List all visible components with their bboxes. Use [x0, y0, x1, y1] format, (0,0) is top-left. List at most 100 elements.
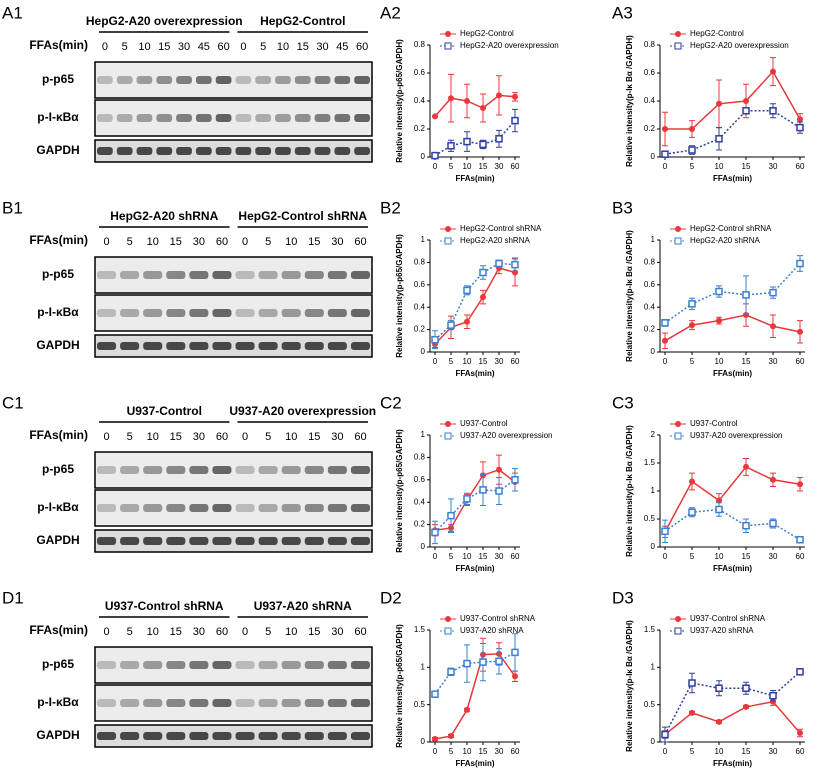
- lane-label: 10: [147, 236, 159, 248]
- band: [212, 309, 232, 317]
- lane-label: 0: [242, 236, 248, 248]
- band: [166, 504, 186, 512]
- band: [294, 76, 311, 84]
- band: [258, 271, 278, 279]
- x-tick-label: 60: [796, 357, 805, 366]
- group-label: HepG2-Control: [260, 14, 345, 28]
- series-line: [664, 263, 801, 324]
- lane-label: 30: [193, 626, 205, 638]
- series-line: [434, 267, 516, 345]
- panel-label: D2: [380, 588, 402, 607]
- band: [189, 271, 209, 279]
- legend-marker: [675, 616, 681, 622]
- lane-label: 45: [336, 41, 348, 53]
- x-tick-label: 10: [715, 162, 724, 171]
- lane-label: 0: [103, 236, 109, 248]
- row-label: GAPDH: [36, 143, 79, 157]
- marker: [432, 736, 438, 743]
- band: [120, 466, 140, 474]
- band: [327, 309, 347, 317]
- band: [275, 76, 291, 84]
- band: [294, 147, 311, 155]
- row-label: GAPDH: [36, 338, 79, 352]
- lane-label: 15: [170, 626, 182, 638]
- series-line: [434, 653, 516, 740]
- band: [350, 342, 370, 350]
- marker: [431, 151, 439, 160]
- legend-label: HepG2-A20 shRNA: [690, 236, 760, 245]
- x-tick-label: 60: [511, 747, 520, 756]
- x-tick-label: 5: [690, 747, 695, 756]
- lane-label: 0: [242, 626, 248, 638]
- band: [235, 271, 255, 279]
- band: [304, 342, 324, 350]
- band: [294, 114, 311, 122]
- lane-label: 5: [260, 41, 266, 53]
- band: [350, 466, 370, 474]
- marker: [496, 92, 502, 99]
- legend-label: HepG2-Control: [690, 29, 744, 38]
- lane-label: 15: [170, 236, 182, 248]
- legend-label: U937-A20 overexpression: [690, 431, 783, 440]
- legend-label: U937-Control shRNA: [460, 614, 536, 623]
- band: [120, 732, 140, 740]
- group-label: U937-A20 overexpression: [229, 404, 376, 418]
- band: [350, 271, 370, 279]
- x-tick-label: 10: [463, 552, 472, 561]
- band: [350, 504, 370, 512]
- band: [143, 342, 163, 350]
- band: [195, 76, 212, 84]
- band: [304, 271, 324, 279]
- band: [327, 466, 347, 474]
- band: [97, 466, 117, 474]
- x-tick-label: 0: [433, 162, 438, 171]
- marker: [797, 116, 803, 123]
- band: [215, 114, 232, 122]
- band: [143, 309, 163, 317]
- lane-label: 60: [216, 626, 228, 638]
- marker: [479, 140, 487, 149]
- band: [304, 309, 324, 317]
- band: [350, 309, 370, 317]
- marker: [688, 146, 696, 154]
- marker: [495, 135, 503, 143]
- lane-label: 60: [217, 41, 229, 53]
- marker: [742, 521, 750, 530]
- marker: [797, 481, 803, 488]
- y-tick-label: 1: [421, 662, 426, 671]
- marker: [661, 319, 669, 327]
- marker: [796, 259, 804, 268]
- marker: [511, 260, 519, 269]
- lane-label: 30: [316, 41, 328, 53]
- marker: [495, 487, 503, 495]
- legend-marker: [445, 31, 451, 37]
- band: [327, 504, 347, 512]
- x-tick-label: 5: [449, 162, 454, 171]
- marker: [715, 684, 723, 692]
- x-tick-label: 60: [796, 552, 805, 561]
- band: [120, 661, 140, 669]
- legend-marker: [675, 31, 681, 37]
- legend-label: U937-A20 shRNA: [690, 626, 754, 635]
- marker: [512, 93, 518, 100]
- y-axis-label: Relative intensity(p-Iκ Bα /GAPDH): [625, 230, 634, 362]
- marker: [661, 730, 669, 739]
- lane-label: 5: [127, 431, 133, 443]
- marker: [797, 730, 803, 737]
- y-tick-label: 1.5: [414, 625, 426, 634]
- legend-marker: [675, 421, 681, 427]
- x-tick-label: 15: [742, 747, 751, 756]
- marker: [496, 466, 502, 473]
- band: [215, 76, 232, 84]
- x-tick-label: 30: [495, 747, 504, 756]
- series-line: [664, 314, 801, 342]
- legend-label: U937-A20 shRNA: [460, 626, 524, 635]
- band: [304, 661, 324, 669]
- x-axis-label: FFAs(min): [455, 759, 494, 768]
- series-line: [664, 671, 801, 735]
- marker: [769, 288, 777, 297]
- band: [235, 699, 255, 707]
- row-label: p-I-κBα: [37, 110, 79, 124]
- x-tick-label: 10: [463, 162, 472, 171]
- legend-marker: [675, 226, 681, 232]
